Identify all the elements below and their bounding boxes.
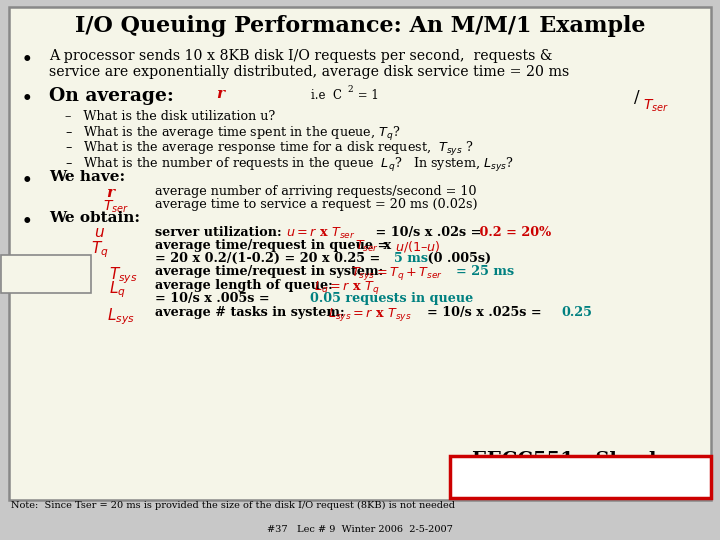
Text: A processor sends 10 x 8KB disk I/O requests per second,  requests &
service are: A processor sends 10 x 8KB disk I/O requ… bbox=[49, 49, 570, 79]
Text: = 10/s x .02s =: = 10/s x .02s = bbox=[371, 226, 486, 239]
Text: (0 .005s): (0 .005s) bbox=[423, 252, 491, 265]
Text: $L_q$: $L_q$ bbox=[109, 279, 126, 300]
Text: •: • bbox=[22, 213, 32, 230]
Text: 0.2 = 20%: 0.2 = 20% bbox=[475, 226, 552, 239]
Text: $L_{sys}$: $L_{sys}$ bbox=[107, 307, 134, 327]
Text: •: • bbox=[22, 90, 32, 107]
Text: r: r bbox=[216, 87, 224, 102]
Text: –   What is the average response time for a disk request,  $T_{sys}$ ?: – What is the average response time for … bbox=[65, 140, 473, 158]
Text: average time/request in system:: average time/request in system: bbox=[155, 265, 392, 278]
Text: •: • bbox=[22, 51, 32, 68]
Text: average time/request in queue =: average time/request in queue = bbox=[155, 239, 392, 252]
Text: 0.25: 0.25 bbox=[562, 306, 593, 319]
Text: I/O Queuing Performance: An M/M/1 Example: I/O Queuing Performance: An M/M/1 Exampl… bbox=[75, 15, 645, 37]
Text: $T_{ser}$: $T_{ser}$ bbox=[643, 97, 669, 113]
Text: –   What is the average time spent in the queue, $T_q$?: – What is the average time spent in the … bbox=[65, 125, 400, 143]
Text: We obtain:: We obtain: bbox=[49, 211, 140, 225]
Text: average time to service a request = 20 ms (0.02s): average time to service a request = 20 m… bbox=[155, 198, 477, 211]
Text: •: • bbox=[22, 172, 32, 188]
Text: $u / (1 – u)$: $u / (1 – u)$ bbox=[395, 239, 441, 254]
Text: $T_{ser}$: $T_{ser}$ bbox=[103, 198, 129, 214]
Text: = 20 x 0.2/(1-0.2) = 20 x 0.25 =: = 20 x 0.2/(1-0.2) = 20 x 0.25 = bbox=[155, 252, 384, 265]
Text: $T_q$: $T_q$ bbox=[91, 239, 109, 260]
Text: x: x bbox=[379, 239, 396, 252]
Text: 0.05 requests in queue: 0.05 requests in queue bbox=[310, 292, 473, 305]
Text: server utilization:: server utilization: bbox=[155, 226, 290, 239]
Text: i.e Mean
Response Time: i.e Mean Response Time bbox=[11, 261, 80, 280]
Text: $u$: $u$ bbox=[94, 226, 104, 240]
Text: –   What is the disk utilization u?: – What is the disk utilization u? bbox=[65, 110, 275, 123]
Text: = 10/s x .005s =: = 10/s x .005s = bbox=[155, 292, 274, 305]
Text: 5 ms: 5 ms bbox=[394, 252, 428, 265]
Text: $L_q = r$ x $T_q$: $L_q = r$ x $T_q$ bbox=[314, 279, 379, 295]
Text: i.e  C: i.e C bbox=[311, 89, 342, 102]
Text: /: / bbox=[634, 89, 639, 105]
Text: $u = r$ x $T_{ser}$: $u = r$ x $T_{ser}$ bbox=[286, 226, 356, 241]
Text: average number of arriving requests/second = 10: average number of arriving requests/seco… bbox=[155, 185, 477, 198]
Text: $T_{sys} = T_q + T_{ser}$: $T_{sys} = T_q + T_{ser}$ bbox=[351, 265, 444, 282]
Text: $L_{sys} = r$ x $T_{sys}$: $L_{sys} = r$ x $T_{sys}$ bbox=[328, 306, 411, 323]
Text: Note:  Since Tser = 20 ms is provided the size of the disk I/O request (8KB) is : Note: Since Tser = 20 ms is provided the… bbox=[11, 501, 455, 510]
Text: EECC551 - Shaaban: EECC551 - Shaaban bbox=[472, 451, 689, 469]
Text: #37   Lec # 9  Winter 2006  2-5-2007: #37 Lec # 9 Winter 2006 2-5-2007 bbox=[267, 525, 453, 534]
Text: = 10/s x .025s =: = 10/s x .025s = bbox=[427, 306, 546, 319]
Text: $T_{ser}$: $T_{ser}$ bbox=[355, 239, 379, 254]
Text: –   What is the number of requests in the queue  $L_q$?   In system, $L_{sys}$?: – What is the number of requests in the … bbox=[65, 156, 513, 173]
Text: We have:: We have: bbox=[49, 170, 125, 184]
Text: $T_{sys}$: $T_{sys}$ bbox=[109, 266, 138, 286]
Text: On average:: On average: bbox=[49, 87, 174, 105]
Text: average # tasks in system:: average # tasks in system: bbox=[155, 306, 354, 319]
Text: average length of queue:: average length of queue: bbox=[155, 279, 341, 292]
Text: r: r bbox=[107, 186, 114, 200]
Text: = 1: = 1 bbox=[354, 89, 379, 102]
Text: = 25 ms: = 25 ms bbox=[456, 265, 515, 278]
Text: 2: 2 bbox=[347, 85, 353, 94]
